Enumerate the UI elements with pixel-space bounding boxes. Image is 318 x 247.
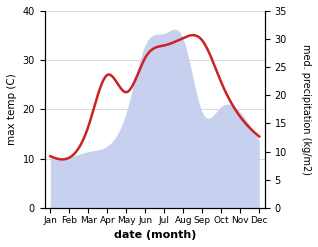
X-axis label: date (month): date (month)	[114, 230, 196, 240]
Y-axis label: max temp (C): max temp (C)	[7, 74, 17, 145]
Y-axis label: med. precipitation (kg/m2): med. precipitation (kg/m2)	[301, 44, 311, 175]
